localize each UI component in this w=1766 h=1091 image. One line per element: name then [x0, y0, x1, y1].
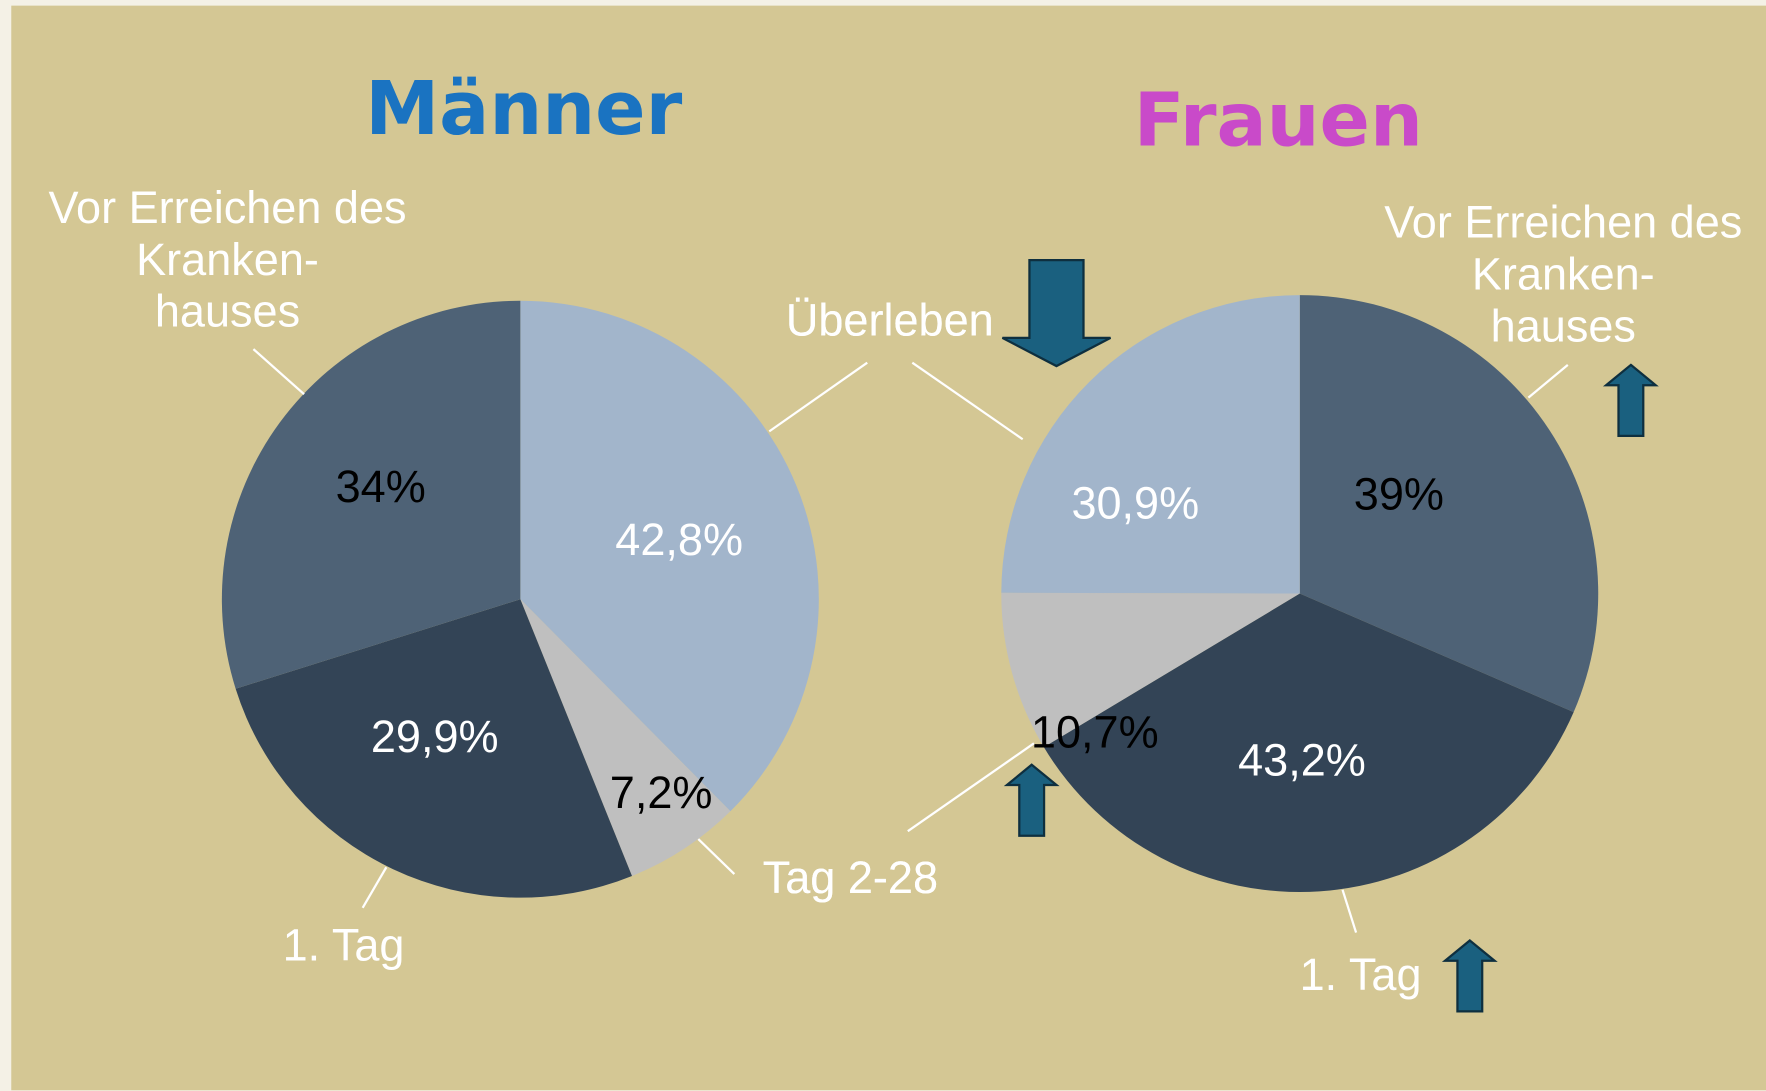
up-arrow — [1441, 939, 1498, 1013]
value-label: 34% — [336, 461, 426, 512]
category-label: 1. Tag — [283, 920, 405, 971]
pie-slice — [221, 300, 521, 689]
leader-line — [1527, 364, 1569, 399]
chart-title: Männer — [365, 65, 682, 152]
up-arrow — [1003, 763, 1060, 837]
pie-slice — [235, 599, 632, 898]
value-label: 39% — [1354, 469, 1444, 520]
category-label: 1. Tag — [1300, 949, 1422, 1000]
slide-content: Männer 42,8% Überleben 7,2% Tag 2-28 29,9% 1. … — [11, 5, 1766, 1091]
value-label: 30,9% — [1071, 478, 1199, 529]
category-label: Tag 2-28 — [763, 852, 938, 903]
category-label: Vor Erreichen des Kranken-hauses — [48, 182, 406, 337]
up-arrow — [1602, 363, 1659, 438]
category-label: Tag 2-28 — [763, 852, 938, 903]
value-label: 7,2% — [610, 767, 713, 818]
value-label: 42,8% — [615, 514, 743, 565]
pie-slice — [1001, 592, 1300, 748]
leader-line — [907, 742, 1035, 833]
category-label: Vor Erreichen des Kranken-hauses — [1384, 197, 1742, 352]
down-arrow — [1001, 259, 1112, 368]
pie-slice — [520, 599, 731, 876]
pie-slice — [1001, 295, 1300, 594]
charts: Männer 42,8% Überleben 7,2% Tag 2-28 29,9% 1. … — [48, 65, 1742, 1000]
category-label: Überleben — [786, 295, 994, 346]
leader-line — [768, 361, 868, 433]
value-label: 43,2% — [1238, 735, 1366, 786]
pie-slice — [1299, 295, 1599, 713]
value-label: 29,9% — [371, 711, 499, 762]
pie-slice — [1043, 593, 1574, 893]
leader-line — [697, 838, 736, 875]
leader-line — [911, 361, 1024, 441]
pie-slice — [520, 300, 819, 812]
chart-title: Frauen — [1134, 76, 1423, 163]
leader-line — [252, 348, 305, 396]
leader-line — [361, 866, 388, 909]
category-label: Überleben — [786, 295, 994, 346]
value-label: 10,7% — [1031, 706, 1159, 757]
leader-line — [1341, 889, 1358, 933]
